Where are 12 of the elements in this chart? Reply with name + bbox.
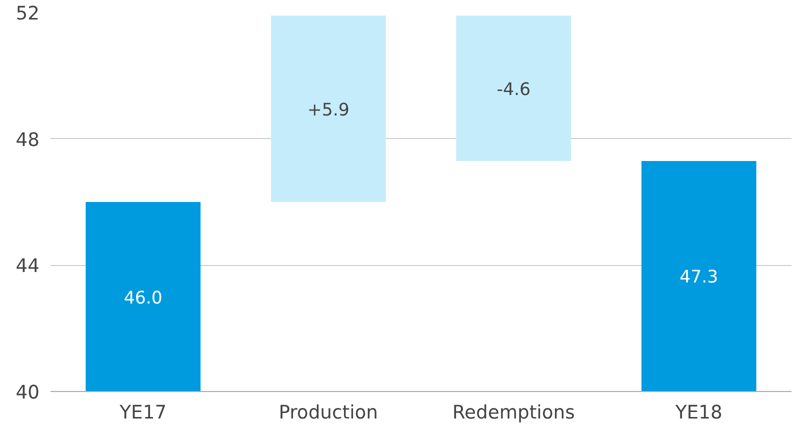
x-tick-label: Production bbox=[278, 402, 378, 424]
y-tick-label: 48 bbox=[16, 130, 40, 151]
x-tick-label: Redemptions bbox=[452, 402, 575, 424]
y-tick-label: 40 bbox=[16, 382, 40, 404]
x-tick-label: YE17 bbox=[118, 402, 167, 424]
data-label: 46.0 bbox=[124, 288, 162, 308]
y-tick-label: 52 bbox=[16, 4, 40, 24]
data-label: -4.6 bbox=[496, 80, 531, 100]
data-label: +5.9 bbox=[307, 100, 350, 120]
data-label: 47.3 bbox=[680, 268, 718, 288]
y-tick-label: 44 bbox=[16, 256, 40, 278]
x-tick-label: YE18 bbox=[674, 402, 722, 424]
